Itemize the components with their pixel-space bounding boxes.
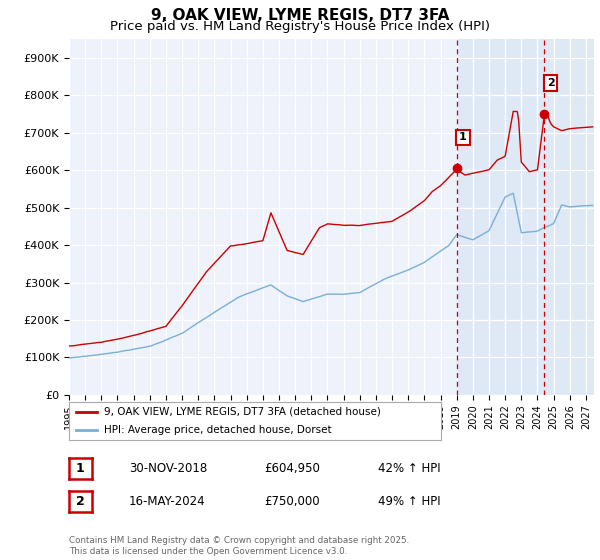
Text: 9, OAK VIEW, LYME REGIS, DT7 3FA: 9, OAK VIEW, LYME REGIS, DT7 3FA [151,8,449,24]
Text: £604,950: £604,950 [264,462,320,475]
Text: 9, OAK VIEW, LYME REGIS, DT7 3FA (detached house): 9, OAK VIEW, LYME REGIS, DT7 3FA (detach… [104,407,381,417]
Text: 1: 1 [76,462,85,475]
Text: HPI: Average price, detached house, Dorset: HPI: Average price, detached house, Dors… [104,425,332,435]
Text: 16-MAY-2024: 16-MAY-2024 [129,494,206,508]
Text: Contains HM Land Registry data © Crown copyright and database right 2025.
This d: Contains HM Land Registry data © Crown c… [69,536,409,556]
Bar [457,39,594,395]
Text: Price paid vs. HM Land Registry's House Price Index (HPI): Price paid vs. HM Land Registry's House … [110,20,490,32]
Text: 49% ↑ HPI: 49% ↑ HPI [378,494,440,508]
Text: 42% ↑ HPI: 42% ↑ HPI [378,462,440,475]
Text: 2: 2 [547,78,554,88]
Text: £750,000: £750,000 [264,494,320,508]
Text: 2: 2 [76,494,85,508]
Text: 1: 1 [459,132,467,142]
Text: 30-NOV-2018: 30-NOV-2018 [129,462,207,475]
